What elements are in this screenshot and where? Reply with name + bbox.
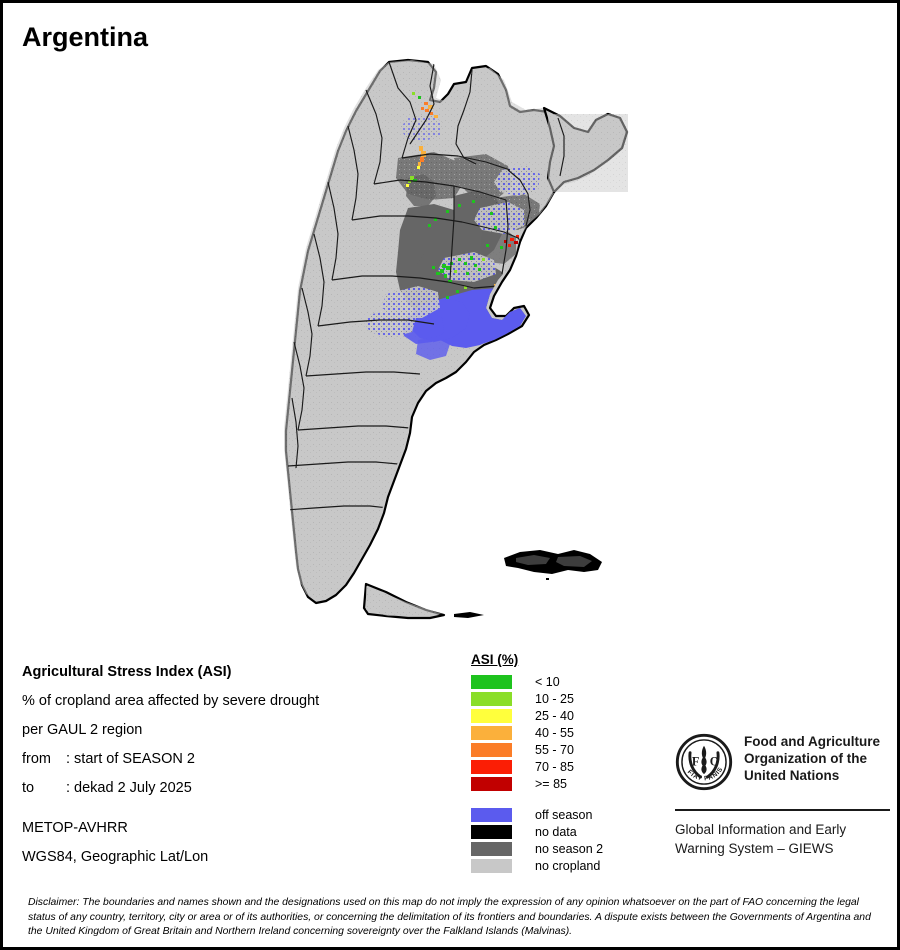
svg-text:F: F: [692, 754, 699, 768]
source-block: METOP-AVHRR WGS84, Geographic Lat/Lon: [22, 814, 208, 872]
legend-swatch-6: [471, 776, 512, 791]
northeast-detail: [542, 106, 629, 194]
legend-label-6: >= 85: [535, 776, 567, 791]
legend-row: >= 85: [471, 775, 671, 792]
asi-heading: Agricultural Stress Index (ASI): [22, 664, 232, 680]
legend-row: < 10: [471, 673, 671, 690]
legend-swatch-no-season-2: [471, 841, 512, 856]
legend-title: ASI (%): [471, 652, 519, 667]
legend-row: 40 - 55: [471, 724, 671, 741]
legend-label-5: 70 - 85: [535, 759, 574, 774]
legend-label-no-cropland: no cropland: [535, 858, 601, 873]
fao-branding-block: F O FIAT PANIS Food and Agriculture Orga…: [675, 733, 890, 858]
legend-swatch-4: [471, 742, 512, 757]
fao-org-line-3: United Nations: [744, 768, 840, 783]
period-to-label: to: [22, 780, 35, 796]
map-legend: ASI (%) < 10 10 - 25 25 - 40 40 - 55 55 …: [471, 653, 671, 874]
map-canvas[interactable]: [258, 58, 658, 628]
legend-row: 70 - 85: [471, 758, 671, 775]
falkland-islands: [504, 550, 602, 580]
fao-header: F O FIAT PANIS Food and Agriculture Orga…: [675, 733, 890, 796]
legend-swatch-5: [471, 759, 512, 774]
tierra-del-fuego: [362, 582, 484, 620]
legend-label-4: 55 - 70: [535, 742, 574, 757]
legend-swatch-2: [471, 708, 512, 723]
legend-label-3: 40 - 55: [535, 725, 574, 740]
period-to-row: to : dekad 2 July 2025: [22, 774, 452, 803]
legend-row: 25 - 40: [471, 707, 671, 724]
legend-label-no-data: no data: [535, 824, 577, 839]
legend-spacer: [471, 792, 671, 806]
legend-swatch-off-season: [471, 807, 512, 822]
svg-text:O: O: [710, 754, 719, 768]
asi-subtitle-1: % of cropland area affected by severe dr…: [22, 693, 320, 709]
info-block: Agricultural Stress Index (ASI) % of cro…: [22, 658, 452, 803]
legend-row: 55 - 70: [471, 741, 671, 758]
period-from-row: from : start of SEASON 2: [22, 745, 452, 774]
projection-label: WGS84, Geographic Lat/Lon: [22, 849, 209, 865]
sensor-label: METOP-AVHRR: [22, 820, 128, 836]
legend-row: 10 - 25: [471, 690, 671, 707]
legend-label-1: 10 - 25: [535, 691, 574, 706]
legend-swatch-0: [471, 674, 512, 689]
period-from-value: : start of SEASON 2: [66, 751, 195, 767]
legend-row: no data: [471, 823, 671, 840]
giews-name: Global Information and Early Warning Sys…: [675, 820, 890, 858]
fao-org-name: Food and Agriculture Organization of the…: [744, 733, 880, 784]
fao-divider: [675, 809, 890, 811]
giews-line-1: Global Information and Early: [675, 822, 847, 837]
period-to-value: : dekad 2 July 2025: [66, 780, 192, 796]
legend-label-2: 25 - 40: [535, 708, 574, 723]
disclaimer-text: Disclaimer: The boundaries and names sho…: [28, 897, 871, 938]
legend-swatch-3: [471, 725, 512, 740]
legend-row: no season 2: [471, 840, 671, 857]
fao-org-line-1: Food and Agriculture: [744, 734, 880, 749]
legend-swatch-no-cropland: [471, 858, 512, 873]
fao-logo-icon: F O FIAT PANIS: [675, 733, 733, 796]
legend-label-no-season-2: no season 2: [535, 841, 604, 856]
page-title: Argentina: [22, 22, 149, 52]
country-landmass: [284, 58, 629, 605]
fao-org-line-2: Organization of the: [744, 751, 867, 766]
legend-swatch-1: [471, 691, 512, 706]
legend-swatch-no-data: [471, 824, 512, 839]
period-from-label: from: [22, 751, 51, 767]
giews-line-2: Warning System – GIEWS: [675, 841, 834, 856]
off-season-zone: [364, 114, 540, 360]
legend-row: no cropland: [471, 857, 671, 874]
legend-label-off-season: off season: [535, 807, 593, 822]
asi-subtitle-2: per GAUL 2 region: [22, 722, 143, 738]
legend-row: off season: [471, 806, 671, 823]
legend-label-0: < 10: [535, 674, 560, 689]
admin-boundaries: [285, 61, 531, 511]
